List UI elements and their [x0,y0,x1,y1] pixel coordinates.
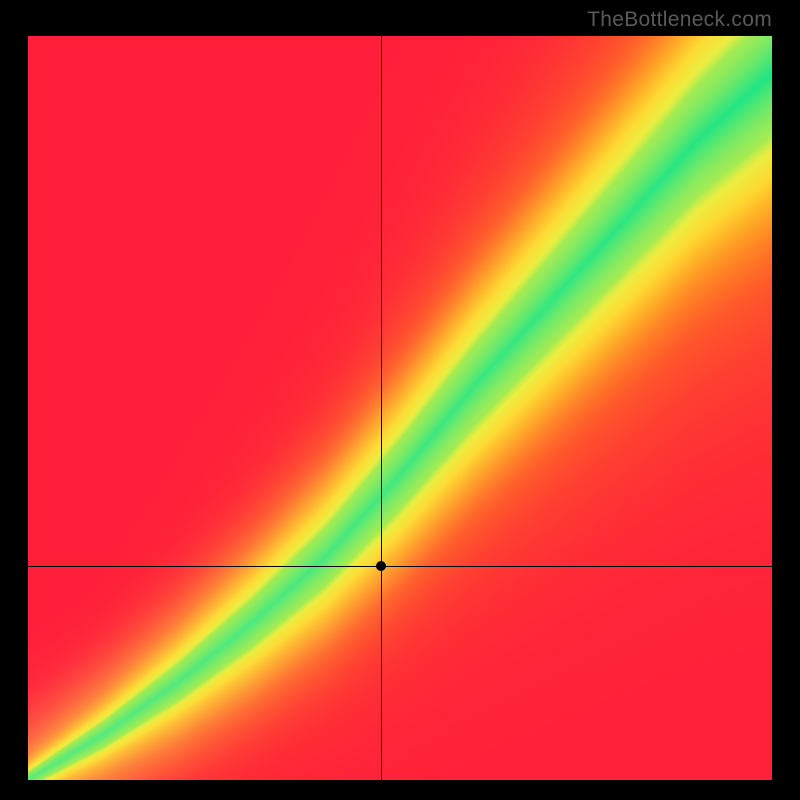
crosshair-vertical [381,36,382,780]
crosshair-horizontal [28,566,772,567]
watermark-text: TheBottleneck.com [587,8,772,32]
heatmap-canvas [28,36,772,780]
crosshair-marker [376,561,386,571]
plot-area [28,36,772,780]
chart-container: TheBottleneck.com [0,0,800,800]
